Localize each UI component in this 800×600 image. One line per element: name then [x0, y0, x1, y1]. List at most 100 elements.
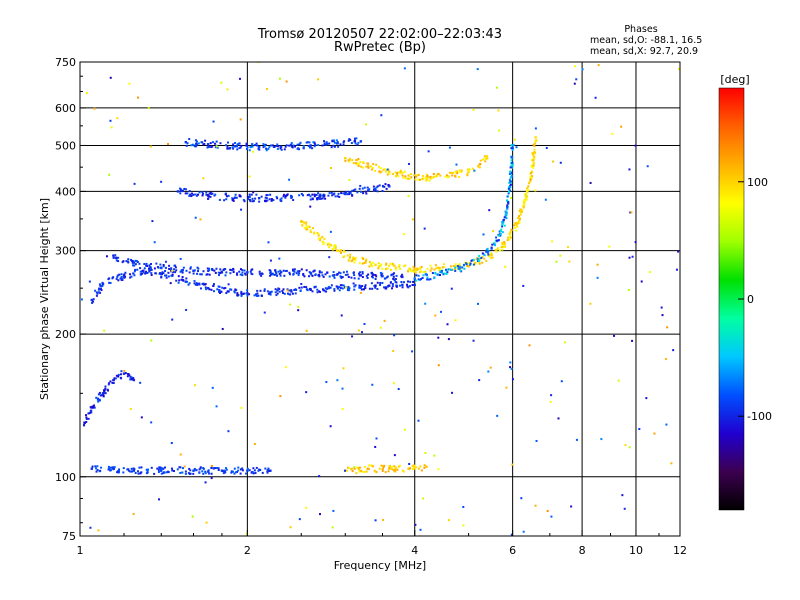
- echo-point: [108, 382, 111, 385]
- echo-point: [126, 375, 129, 378]
- echo-point: [284, 194, 287, 197]
- echo-point: [367, 468, 370, 471]
- echo-point: [489, 257, 492, 260]
- echo-point: [261, 471, 264, 474]
- echo-point: [199, 287, 202, 290]
- echo-point: [506, 195, 509, 198]
- echo-point: [420, 277, 423, 280]
- echo-point: [188, 138, 191, 141]
- echo-point: [204, 286, 207, 289]
- echo-point: [301, 193, 304, 196]
- echo-point: [145, 472, 148, 475]
- echo-point: [391, 283, 394, 286]
- echo-point: [230, 471, 233, 474]
- echo-point: [383, 286, 386, 289]
- echo-point: [129, 273, 132, 276]
- echo-point: [374, 286, 377, 289]
- echo-point: [279, 269, 282, 272]
- echo-point: [341, 407, 344, 410]
- echo-point: [248, 149, 251, 152]
- echo-point: [437, 336, 440, 339]
- echo-point: [401, 273, 404, 276]
- echo-point: [510, 164, 513, 167]
- echo-point: [258, 200, 261, 203]
- echo-point: [334, 195, 337, 198]
- echo-point: [232, 268, 235, 271]
- echo-point: [653, 432, 656, 435]
- echo-point: [157, 470, 160, 473]
- echo-point: [278, 257, 281, 260]
- echo-point: [197, 270, 200, 273]
- trace-scattered-echoes: [80, 62, 680, 536]
- echo-point: [227, 283, 230, 286]
- echo-point: [132, 378, 136, 382]
- echo-point: [420, 270, 423, 273]
- echo-point: [413, 277, 416, 280]
- echo-point: [559, 254, 562, 257]
- echo-point: [425, 465, 428, 468]
- echo-point: [208, 145, 211, 148]
- echo-point: [232, 271, 235, 274]
- echo-point: [351, 159, 354, 162]
- echo-point: [566, 245, 569, 248]
- echo-point: [358, 286, 361, 289]
- echo-point: [227, 194, 230, 197]
- echo-point: [238, 77, 241, 80]
- echo-point: [368, 265, 371, 268]
- echo-point: [391, 262, 394, 265]
- echo-point: [353, 261, 356, 264]
- echo-point: [120, 278, 123, 281]
- echo-point: [440, 310, 443, 313]
- echo-point: [391, 285, 394, 288]
- echo-point: [436, 273, 439, 276]
- echo-point: [499, 230, 502, 233]
- echo-point: [508, 238, 511, 241]
- echo-point: [296, 270, 299, 273]
- echo-point: [192, 272, 195, 275]
- echo-point: [93, 406, 96, 409]
- echo-point: [377, 262, 380, 265]
- echo-point: [370, 262, 373, 265]
- echo-point: [112, 466, 115, 469]
- echo-point: [217, 274, 220, 277]
- echo-point: [164, 269, 167, 272]
- echo-point: [370, 264, 373, 267]
- echo-point: [285, 194, 288, 197]
- echo-point: [147, 468, 150, 471]
- echo-point: [677, 250, 680, 253]
- echo-point: [405, 177, 408, 180]
- echo-point: [92, 406, 95, 409]
- echo-point: [85, 416, 88, 419]
- echo-point: [202, 143, 205, 146]
- echo-point: [531, 158, 534, 161]
- echo-point: [527, 189, 530, 192]
- echo-point: [510, 166, 513, 169]
- echo-point: [450, 268, 453, 271]
- echo-point: [423, 466, 426, 469]
- echo-point: [368, 260, 371, 263]
- echo-point: [506, 199, 509, 202]
- echo-point: [502, 221, 505, 224]
- echo-point: [105, 255, 108, 258]
- echo-point: [124, 372, 127, 375]
- echo-point: [394, 281, 397, 284]
- echo-point: [168, 264, 171, 267]
- echo-point: [370, 275, 373, 278]
- echo-point: [263, 311, 266, 314]
- echo-point: [240, 292, 243, 295]
- echo-point: [137, 472, 140, 475]
- echo-point: [233, 472, 236, 475]
- echo-point: [286, 289, 289, 292]
- echo-point: [198, 191, 201, 194]
- echo-point: [343, 250, 346, 253]
- echo-point: [257, 294, 260, 297]
- echo-point: [361, 470, 364, 473]
- echo-point: [338, 286, 341, 289]
- trace-o-2f-echo: [176, 183, 391, 203]
- echo-point: [414, 270, 417, 273]
- echo-point: [670, 462, 673, 465]
- echo-point: [421, 178, 424, 181]
- echo-point: [429, 278, 432, 281]
- echo-point: [351, 257, 355, 261]
- echo-point: [362, 192, 365, 195]
